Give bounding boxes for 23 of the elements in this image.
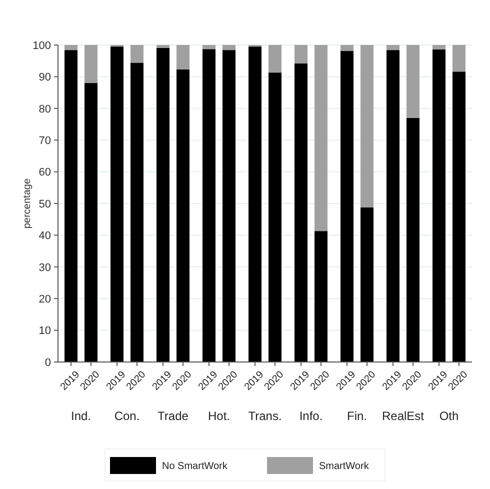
- y-tick-label: 100: [32, 40, 51, 52]
- text: Fin.: [346, 409, 368, 423]
- text: Info.: [299, 409, 323, 423]
- y-tick-label: 90: [38, 72, 51, 84]
- y-tick-label: 50: [38, 198, 51, 210]
- text: Trans.: [248, 409, 282, 423]
- y-tick-label: 60: [38, 166, 51, 179]
- text: Trade: [158, 409, 189, 423]
- text: RealEst: [382, 409, 425, 423]
- y-tick-label: 10: [38, 325, 51, 338]
- y-tick-label: 40: [38, 230, 51, 242]
- text: Hot.: [208, 409, 230, 423]
- y-tick-label: 70: [38, 134, 51, 147]
- legend-label: No SmartWork: [162, 461, 228, 472]
- y-tick-label: 20: [38, 293, 51, 306]
- text: Oth: [439, 409, 459, 423]
- y-tick-label: 80: [38, 103, 51, 116]
- legend-label: SmartWork: [319, 461, 370, 472]
- y-tick-label: 0: [44, 356, 51, 369]
- y-axis-title: percentage: [22, 178, 33, 229]
- text: Ind.: [70, 409, 92, 423]
- text: Con.: [114, 409, 140, 423]
- y-tick-label: 30: [38, 262, 51, 274]
